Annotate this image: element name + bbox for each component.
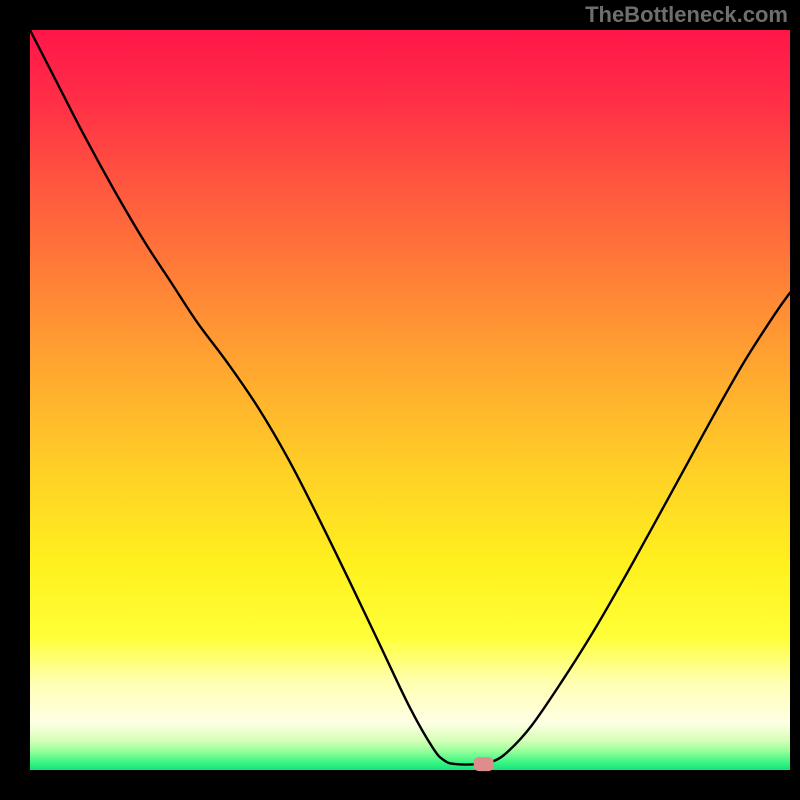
optimal-marker bbox=[474, 757, 494, 771]
chart-svg bbox=[0, 0, 800, 800]
plot-area bbox=[30, 30, 790, 770]
chart-container: TheBottleneck.com bbox=[0, 0, 800, 800]
